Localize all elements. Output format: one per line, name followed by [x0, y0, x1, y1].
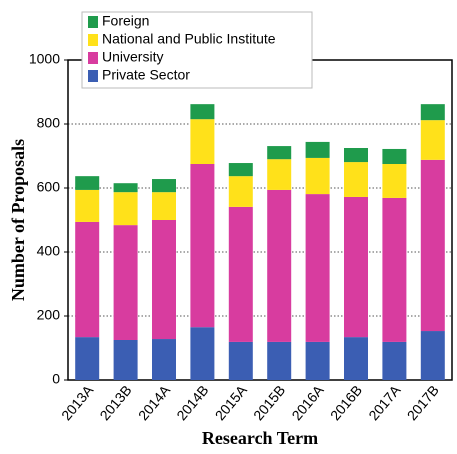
- bar-segment: [75, 337, 100, 380]
- bar-segment: [228, 206, 253, 342]
- bar-segment: [420, 159, 445, 332]
- bar-segment: [344, 148, 368, 163]
- x-tick-label: 2017B: [404, 382, 442, 423]
- x-axis-title: Research Term: [202, 428, 318, 448]
- bar-segment: [228, 176, 253, 207]
- x-tick-label: 2013A: [58, 382, 97, 424]
- y-tick-label: 800: [37, 115, 61, 131]
- legend-swatch: [88, 34, 98, 46]
- bar-segment: [420, 331, 445, 380]
- bar-segment: [305, 194, 330, 342]
- bar-segment: [152, 220, 176, 340]
- y-tick-label: 400: [37, 243, 61, 259]
- x-tick-label: 2017A: [365, 382, 404, 424]
- x-tick-label: 2015A: [212, 382, 251, 424]
- bar-segment: [75, 189, 100, 222]
- bar-segment: [152, 339, 176, 380]
- bar-segment: [267, 146, 292, 160]
- bar-segment: [113, 192, 138, 226]
- bar-segment: [382, 341, 407, 380]
- bar-segment: [305, 157, 330, 195]
- bar-segment: [190, 327, 215, 380]
- legend-label: Foreign: [102, 13, 149, 29]
- bar-segment: [75, 176, 100, 190]
- bar-segment: [267, 189, 292, 342]
- bar-segment: [190, 119, 215, 164]
- y-axis-title: Number of Proposals: [8, 139, 28, 301]
- bar-segment: [113, 183, 138, 193]
- bar-segment: [420, 104, 445, 121]
- x-tick-label: 2016A: [288, 382, 327, 424]
- bar-segment: [228, 163, 253, 177]
- bar-segment: [75, 221, 100, 338]
- y-tick-label: 1000: [29, 51, 60, 67]
- x-tick-label: 2016B: [327, 382, 365, 423]
- bar-segment: [190, 164, 215, 328]
- bar-segment: [382, 164, 407, 198]
- y-tick-label: 600: [37, 179, 61, 195]
- legend-label: Private Sector: [102, 67, 190, 83]
- y-tick-label: 200: [37, 307, 61, 323]
- bar-segment: [152, 179, 176, 193]
- legend-label: University: [102, 49, 163, 65]
- legend-box: [81, 11, 313, 89]
- bar-segment: [420, 120, 445, 160]
- bar-segment: [305, 341, 330, 380]
- bar-segment: [344, 337, 368, 380]
- bar-segment: [228, 341, 253, 380]
- bar-segment: [190, 104, 215, 120]
- bar-segment: [382, 148, 407, 164]
- x-tick-label: 2013B: [96, 382, 134, 423]
- x-tick-label: 2015B: [250, 382, 288, 423]
- bar-segment: [382, 197, 407, 342]
- bar-segment: [344, 196, 368, 338]
- bar-segment: [113, 340, 138, 380]
- bar-segment: [267, 159, 292, 190]
- bar-segment: [344, 162, 368, 197]
- bar-segment: [267, 341, 292, 380]
- legend-swatch: [88, 70, 98, 82]
- bar-segment: [152, 192, 176, 220]
- x-tick-label: 2014B: [173, 382, 211, 423]
- bar-segment: [305, 141, 330, 158]
- bar-segment: [113, 225, 138, 340]
- legend-label: National and Public Institute: [102, 31, 276, 47]
- legend-swatch: [88, 16, 98, 28]
- y-tick-label: 0: [52, 371, 60, 387]
- x-tick-label: 2014A: [135, 382, 174, 424]
- legend-swatch: [88, 52, 98, 64]
